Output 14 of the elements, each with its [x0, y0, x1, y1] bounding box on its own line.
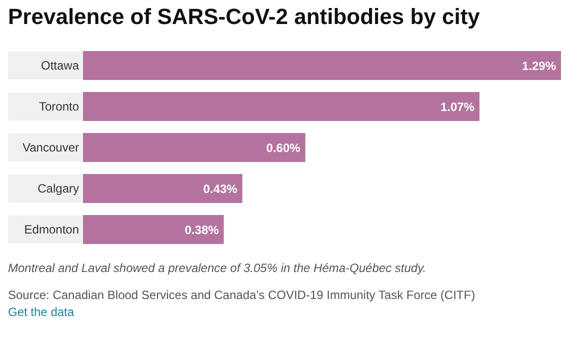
- data-label: 0.60%: [266, 140, 301, 155]
- y-tick-label: Vancouver: [22, 140, 79, 154]
- y-tick-label: Edmonton: [24, 222, 79, 236]
- y-tick-label: Ottawa: [40, 58, 80, 72]
- source-note: Source: Canadian Blood Services and Canada’s COVID-19 Immunity Task Force (CITF): [8, 287, 476, 304]
- data-label: 0.38%: [184, 222, 220, 237]
- data-label: 1.29%: [522, 58, 556, 73]
- data-label: 1.07%: [440, 100, 475, 114]
- y-tick-label: Calgary: [38, 182, 79, 196]
- data-label: 0.43%: [203, 182, 238, 196]
- y-tick-label: Toronto: [38, 100, 80, 114]
- chart-title: Prevalence of SARS-CoV-2 antibodies by city: [8, 4, 481, 30]
- text: Montreal and Laval showed a prevalence of 3.05% in the Héma-Québec study.: [8, 260, 428, 277]
- text: Get the data: [8, 304, 76, 321]
